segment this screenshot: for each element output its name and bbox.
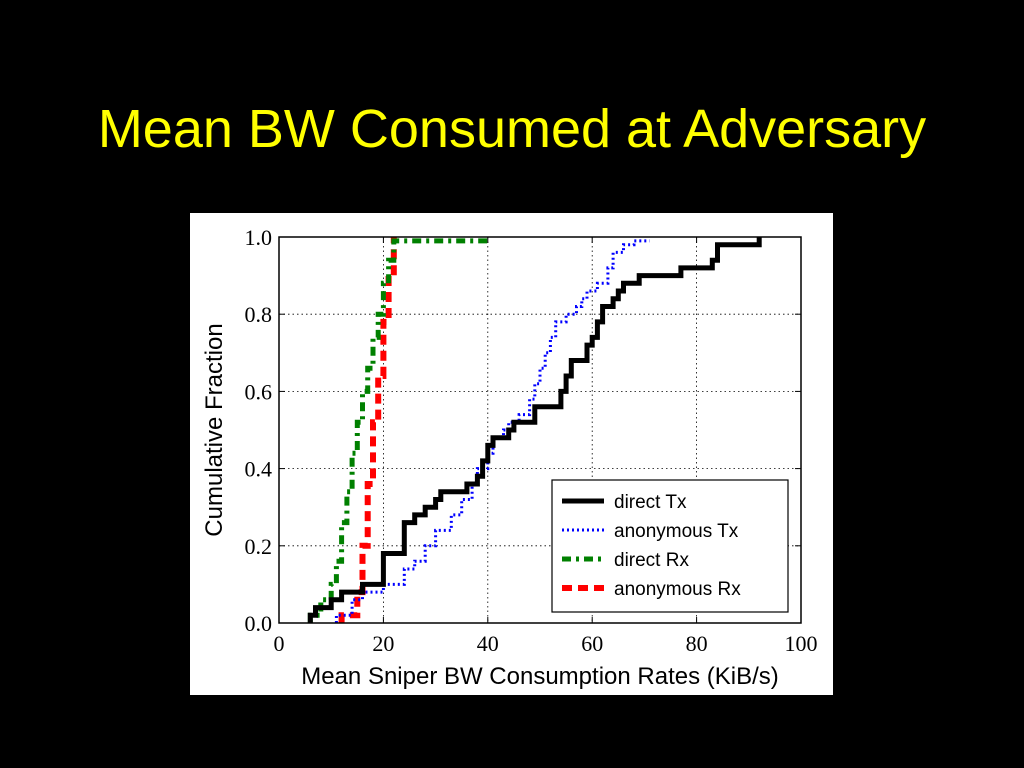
x-tick-label: 80 bbox=[686, 631, 708, 656]
y-tick-label: 1.0 bbox=[245, 225, 273, 250]
x-tick-label: 60 bbox=[581, 631, 603, 656]
slide-title: Mean BW Consumed at Adversary bbox=[97, 99, 927, 159]
y-axis-label: Cumulative Fraction bbox=[201, 323, 228, 536]
y-tick-label: 0.6 bbox=[245, 379, 273, 404]
chart-panel: 0 20 40 60 80 100 0.0 0.2 0.4 0.6 0.8 1.0 Mean Snip… bbox=[190, 213, 833, 695]
plot-frame bbox=[278, 236, 802, 624]
y-tick-label: 0.2 bbox=[245, 534, 273, 559]
x-tick-label: 0 bbox=[274, 631, 285, 656]
series-line-direct-rx bbox=[307, 238, 488, 623]
legend: direct Tx anonymous Tx direct Rx anonymous … bbox=[551, 479, 789, 613]
series-layer bbox=[307, 237, 762, 623]
x-tick-label: 20 bbox=[372, 631, 394, 656]
legend-entry-label: anonymous Tx bbox=[614, 521, 739, 542]
x-tick-label: 100 bbox=[785, 631, 818, 656]
legend-entry-label: direct Rx bbox=[614, 550, 689, 571]
series-line-anonymous-rx bbox=[338, 237, 397, 623]
x-axis-label: Mean Sniper BW Consumption Rates (KiB/s) bbox=[301, 663, 779, 690]
y-tick-label: 0.0 bbox=[245, 611, 273, 636]
legend-entry-label: direct Tx bbox=[614, 492, 687, 513]
x-tick-label: 40 bbox=[477, 631, 499, 656]
series-line-direct-tx bbox=[307, 237, 762, 623]
legend-entry-label: anonymous Rx bbox=[614, 579, 741, 600]
y-tick-label: 0.4 bbox=[245, 457, 273, 482]
series-line-anonymous-tx bbox=[334, 239, 650, 623]
y-tick-label: 0.8 bbox=[245, 302, 273, 327]
cdf-chart: 0 20 40 60 80 100 0.0 0.2 0.4 0.6 0.8 1.0 Mean Snip… bbox=[201, 225, 818, 690]
axis-ticks: 0 20 40 60 80 100 0.0 0.2 0.4 0.6 0.8 1.0 bbox=[245, 225, 818, 656]
